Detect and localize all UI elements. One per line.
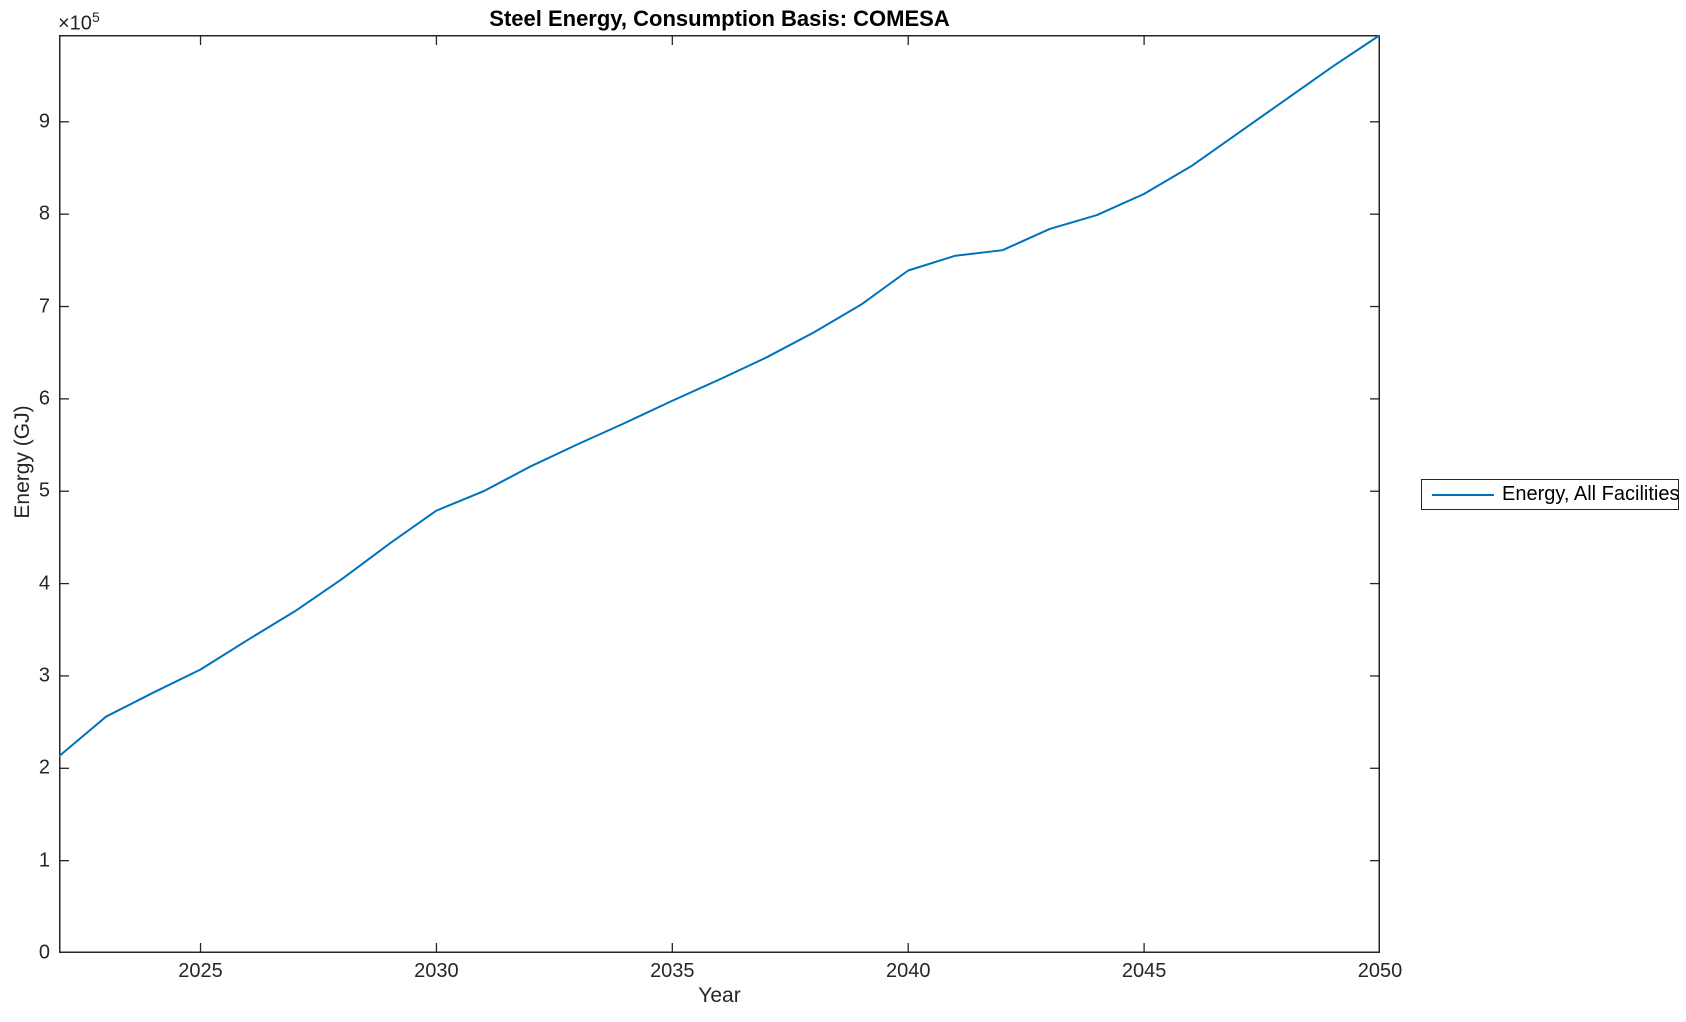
data-line	[59, 35, 1380, 758]
y-tick-label: 6	[38, 387, 50, 410]
x-axis-label: Year	[698, 984, 741, 1007]
y-tick-label: 3	[38, 664, 50, 687]
y-tick-label: 5	[38, 479, 50, 502]
y-tick-label: 8	[38, 202, 50, 225]
y-axis-multiplier-base: ×10	[58, 12, 92, 35]
legend-line-sample	[1432, 493, 1494, 496]
y-tick-label: 0	[38, 941, 50, 964]
x-tick-label: 2050	[1357, 960, 1403, 982]
legend-label: Energy, All Facilities	[1502, 483, 1680, 505]
y-axis-multiplier: ×105	[58, 9, 100, 36]
x-tick-label: 2045	[1121, 960, 1167, 982]
axes-box	[59, 35, 1380, 953]
y-tick-label: 4	[38, 572, 50, 595]
y-axis-label: Energy (GJ)	[11, 405, 34, 519]
x-tick-label: 2035	[650, 960, 695, 982]
x-tick-label: 2030	[414, 960, 459, 982]
x-tick-label: 2040	[885, 960, 931, 982]
legend: Energy, All Facilities	[1421, 479, 1679, 510]
y-tick-label: 1	[38, 849, 50, 872]
x-tick-label: 2025	[178, 960, 223, 982]
y-tick-label: 9	[38, 110, 50, 133]
y-tick-label: 2	[38, 756, 50, 779]
y-axis-multiplier-exponent: 5	[91, 9, 100, 25]
chart-title: Steel Energy, Consumption Basis: COMESA	[489, 6, 950, 31]
plot-area	[59, 35, 1380, 953]
y-tick-label: 7	[38, 295, 50, 318]
